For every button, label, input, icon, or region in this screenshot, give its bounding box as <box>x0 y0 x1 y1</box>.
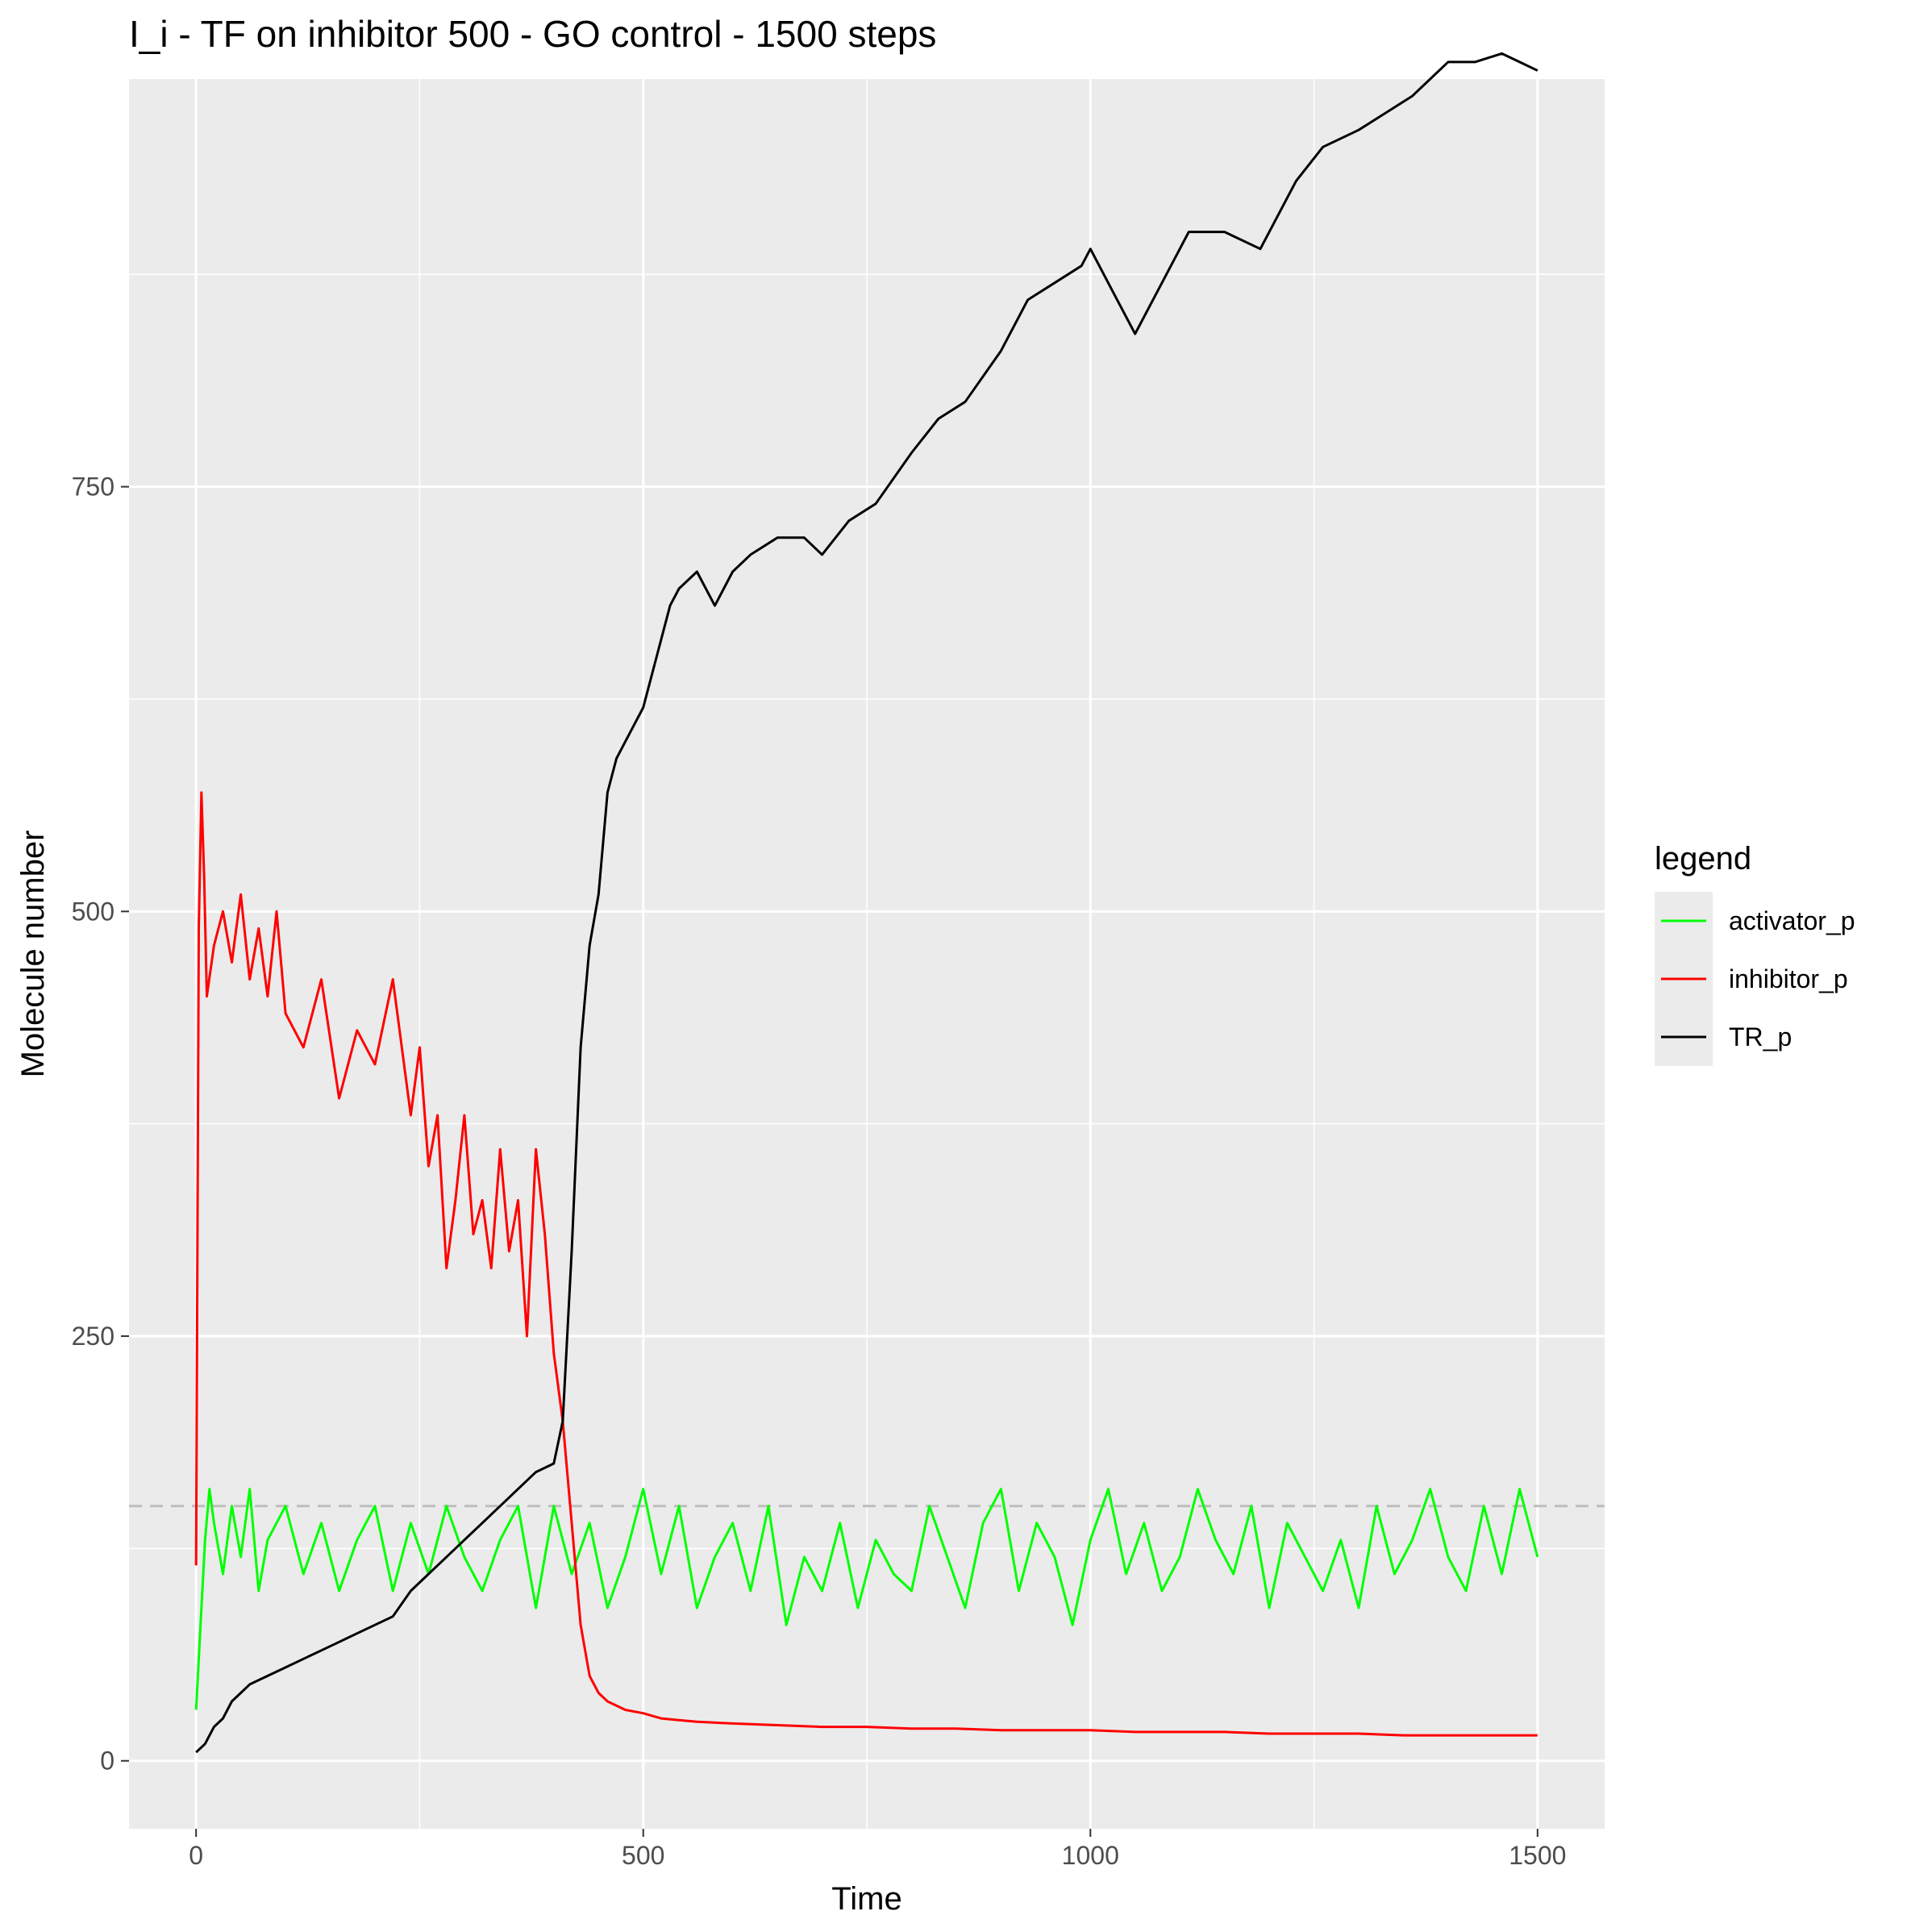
chart-title: I_i - TF on inhibitor 500 - GO control -… <box>129 13 936 55</box>
x-tick-label: 0 <box>189 1841 203 1870</box>
legend-label: TR_p <box>1729 1022 1792 1051</box>
series-line-TR-p <box>195 52 1539 1754</box>
legend-title: legend <box>1655 841 1751 876</box>
grid-minor <box>129 79 1605 1829</box>
y-tick-label: 500 <box>72 897 115 926</box>
y-tick-label: 750 <box>72 473 115 502</box>
legend: legend activator_p inhibitor_p TR_p <box>1655 841 1855 1066</box>
series-line-activator-p <box>194 1488 1539 1710</box>
x-axis-ticks: 0 500 1000 1500 <box>189 1829 1566 1870</box>
legend-label: activator_p <box>1729 906 1855 935</box>
series-line-inhibitor-p <box>194 791 1538 1737</box>
y-axis-ticks: 0 250 500 750 <box>72 473 129 1776</box>
x-tick-label: 1000 <box>1062 1841 1119 1870</box>
x-tick-label: 1500 <box>1509 1841 1566 1870</box>
y-tick-label: 250 <box>72 1322 115 1351</box>
legend-label: inhibitor_p <box>1729 964 1848 993</box>
y-tick-label: 0 <box>100 1747 115 1776</box>
x-axis-title: Time <box>831 1881 901 1917</box>
y-axis-title: Molecule number <box>15 831 51 1078</box>
legend-entries: activator_p inhibitor_p TR_p <box>1661 906 1855 1051</box>
series-layer <box>194 52 1539 1754</box>
x-tick-label: 500 <box>622 1841 664 1870</box>
